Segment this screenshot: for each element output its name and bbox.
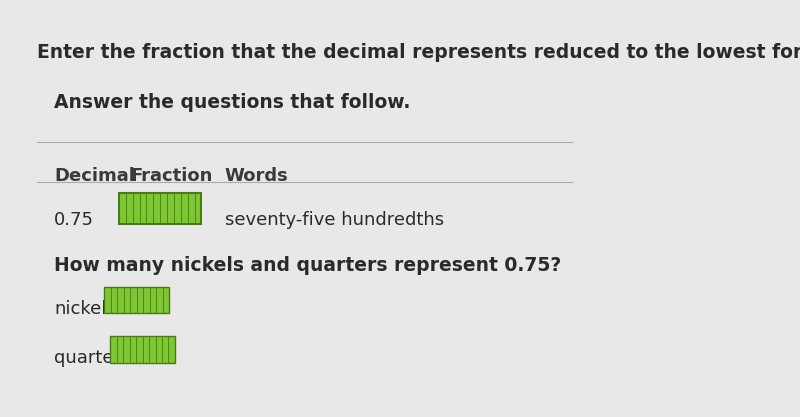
Text: Enter the fraction that the decimal represents reduced to the lowest form.: Enter the fraction that the decimal repr… bbox=[37, 43, 800, 62]
Text: Fraction: Fraction bbox=[131, 167, 213, 185]
FancyBboxPatch shape bbox=[104, 287, 169, 313]
Text: seventy-five hundredths: seventy-five hundredths bbox=[225, 211, 444, 229]
Text: Answer the questions that follow.: Answer the questions that follow. bbox=[54, 93, 410, 111]
FancyBboxPatch shape bbox=[110, 337, 175, 363]
Text: 0.75: 0.75 bbox=[54, 211, 94, 229]
Text: How many nickels and quarters represent 0.75?: How many nickels and quarters represent … bbox=[54, 256, 562, 275]
FancyBboxPatch shape bbox=[119, 193, 202, 224]
Text: Decimal: Decimal bbox=[54, 167, 135, 185]
Text: Words: Words bbox=[225, 167, 289, 185]
Text: quarters:: quarters: bbox=[54, 349, 137, 367]
Text: nickels:: nickels: bbox=[54, 300, 122, 318]
